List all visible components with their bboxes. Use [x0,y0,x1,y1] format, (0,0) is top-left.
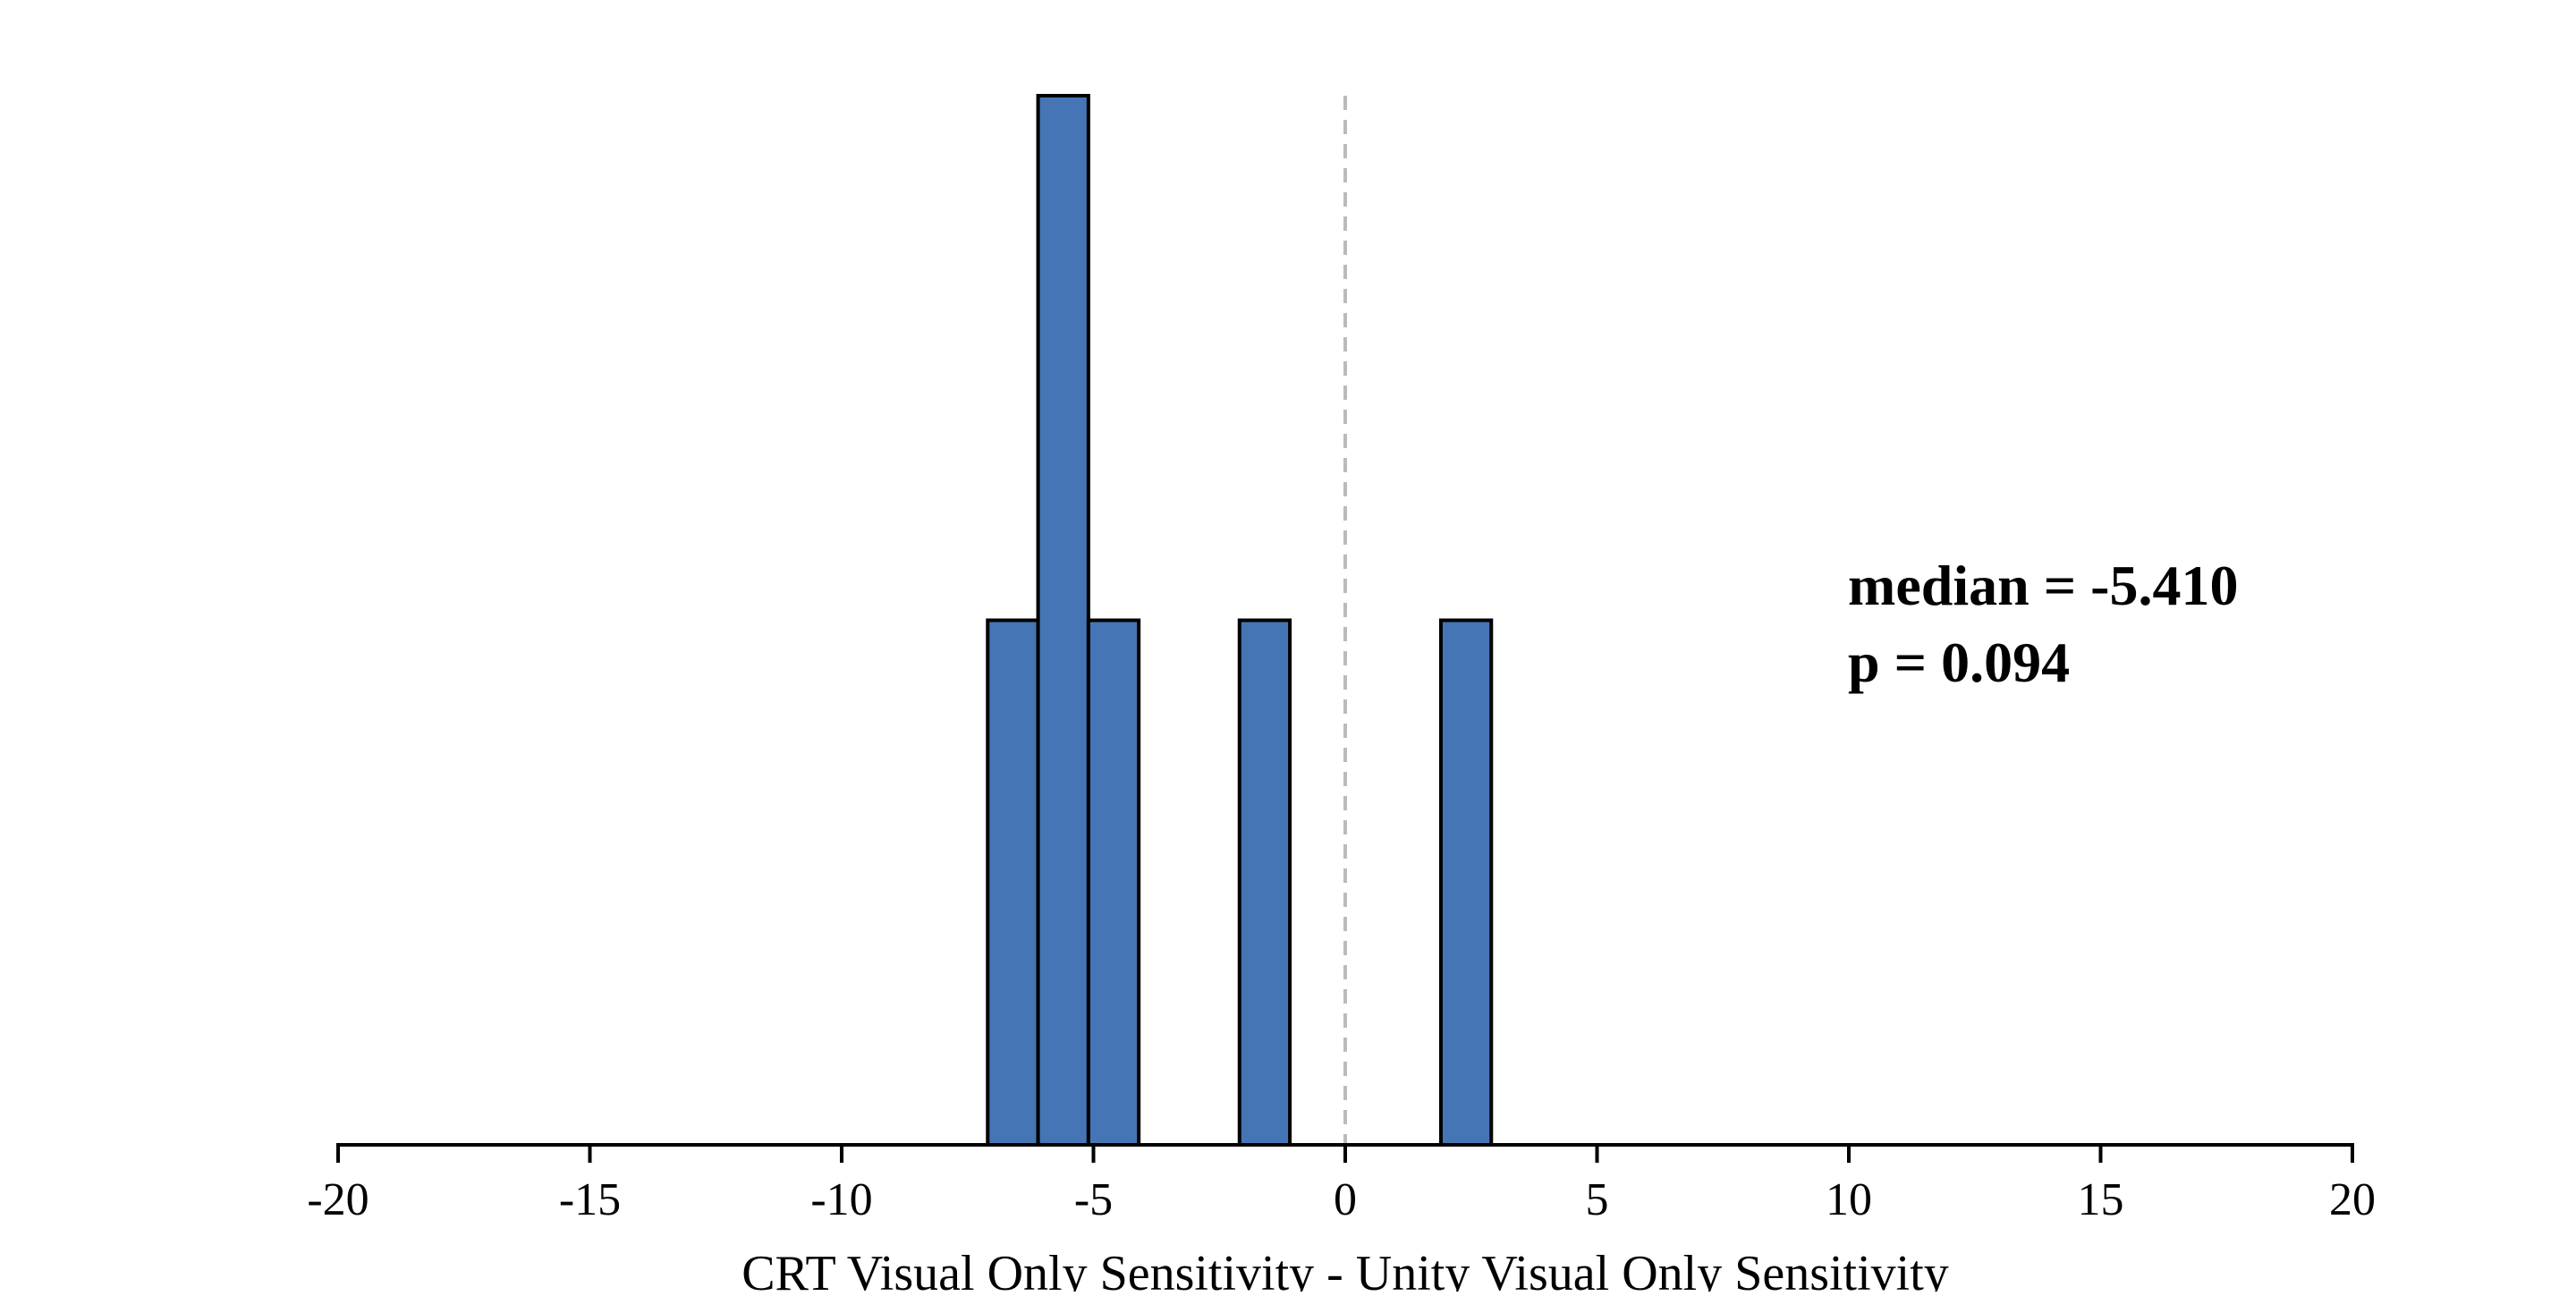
x-tick-label-3: -5 [1074,1174,1113,1225]
histogram-bar-1 [1036,94,1090,1147]
x-tick-label-7: 15 [2078,1174,2124,1225]
x-tick-label-8: 20 [2329,1174,2376,1225]
x-tick-label-1: -15 [559,1174,621,1225]
x-tick-label-5: 5 [1586,1174,1609,1225]
x-tick-label-0: -20 [307,1174,369,1225]
histogram-bar-4 [1438,618,1494,1147]
median-annotation: median = -5.410 [1848,554,2238,617]
histogram-bar-2 [1086,618,1141,1147]
x-tick-label-6: 10 [1826,1174,1872,1225]
x-axis-title: CRT Visual Only Sensitivity - Unity Visu… [741,1246,1949,1292]
p-value-annotation: p = 0.094 [1848,631,2070,694]
histogram-bar-3 [1237,618,1292,1147]
x-tick-label-2: -10 [810,1174,872,1225]
x-tick-label-4: 0 [1334,1174,1357,1225]
x-axis: -20 -15 -10 -5 0 5 10 15 20 [307,1143,2376,1225]
histogram-bar-0 [986,618,1040,1147]
bars-group [986,94,1494,1147]
